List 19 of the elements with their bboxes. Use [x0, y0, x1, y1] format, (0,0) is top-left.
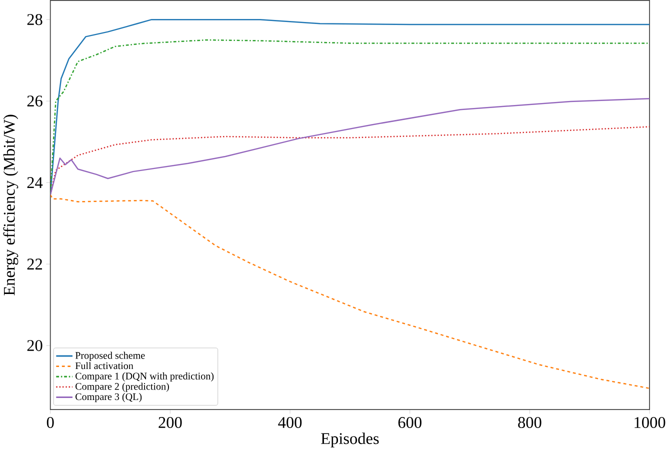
x-axis-title: Episodes: [321, 432, 379, 448]
x-tick-label: 0: [46, 417, 54, 428]
x-tick-label: 1000: [634, 417, 666, 428]
legend-label: Proposed scheme: [75, 352, 145, 362]
x-tick-label: 400: [278, 417, 302, 428]
legend-label: Full activation: [75, 362, 134, 370]
y-tick-label: 28: [27, 14, 42, 26]
legend-label: Compare 1 (DQN with prediction): [76, 372, 214, 382]
x-tick-label: 600: [398, 417, 422, 428]
x-tick-label: 800: [518, 417, 542, 428]
legend-label: Compare 2 (prediction): [76, 382, 169, 392]
y-tick-label: 26: [27, 96, 42, 107]
y-tick-label: 22: [27, 258, 42, 270]
y-tick-label: 24: [27, 177, 43, 188]
line-series: [50, 98, 650, 196]
y-tick-label: 20: [27, 340, 42, 352]
legend-label: Compare 3 (QL): [76, 393, 142, 402]
y-axis-title: Energy efficiency (Mbit/W): [3, 115, 18, 296]
x-tick-label: 200: [158, 417, 182, 428]
